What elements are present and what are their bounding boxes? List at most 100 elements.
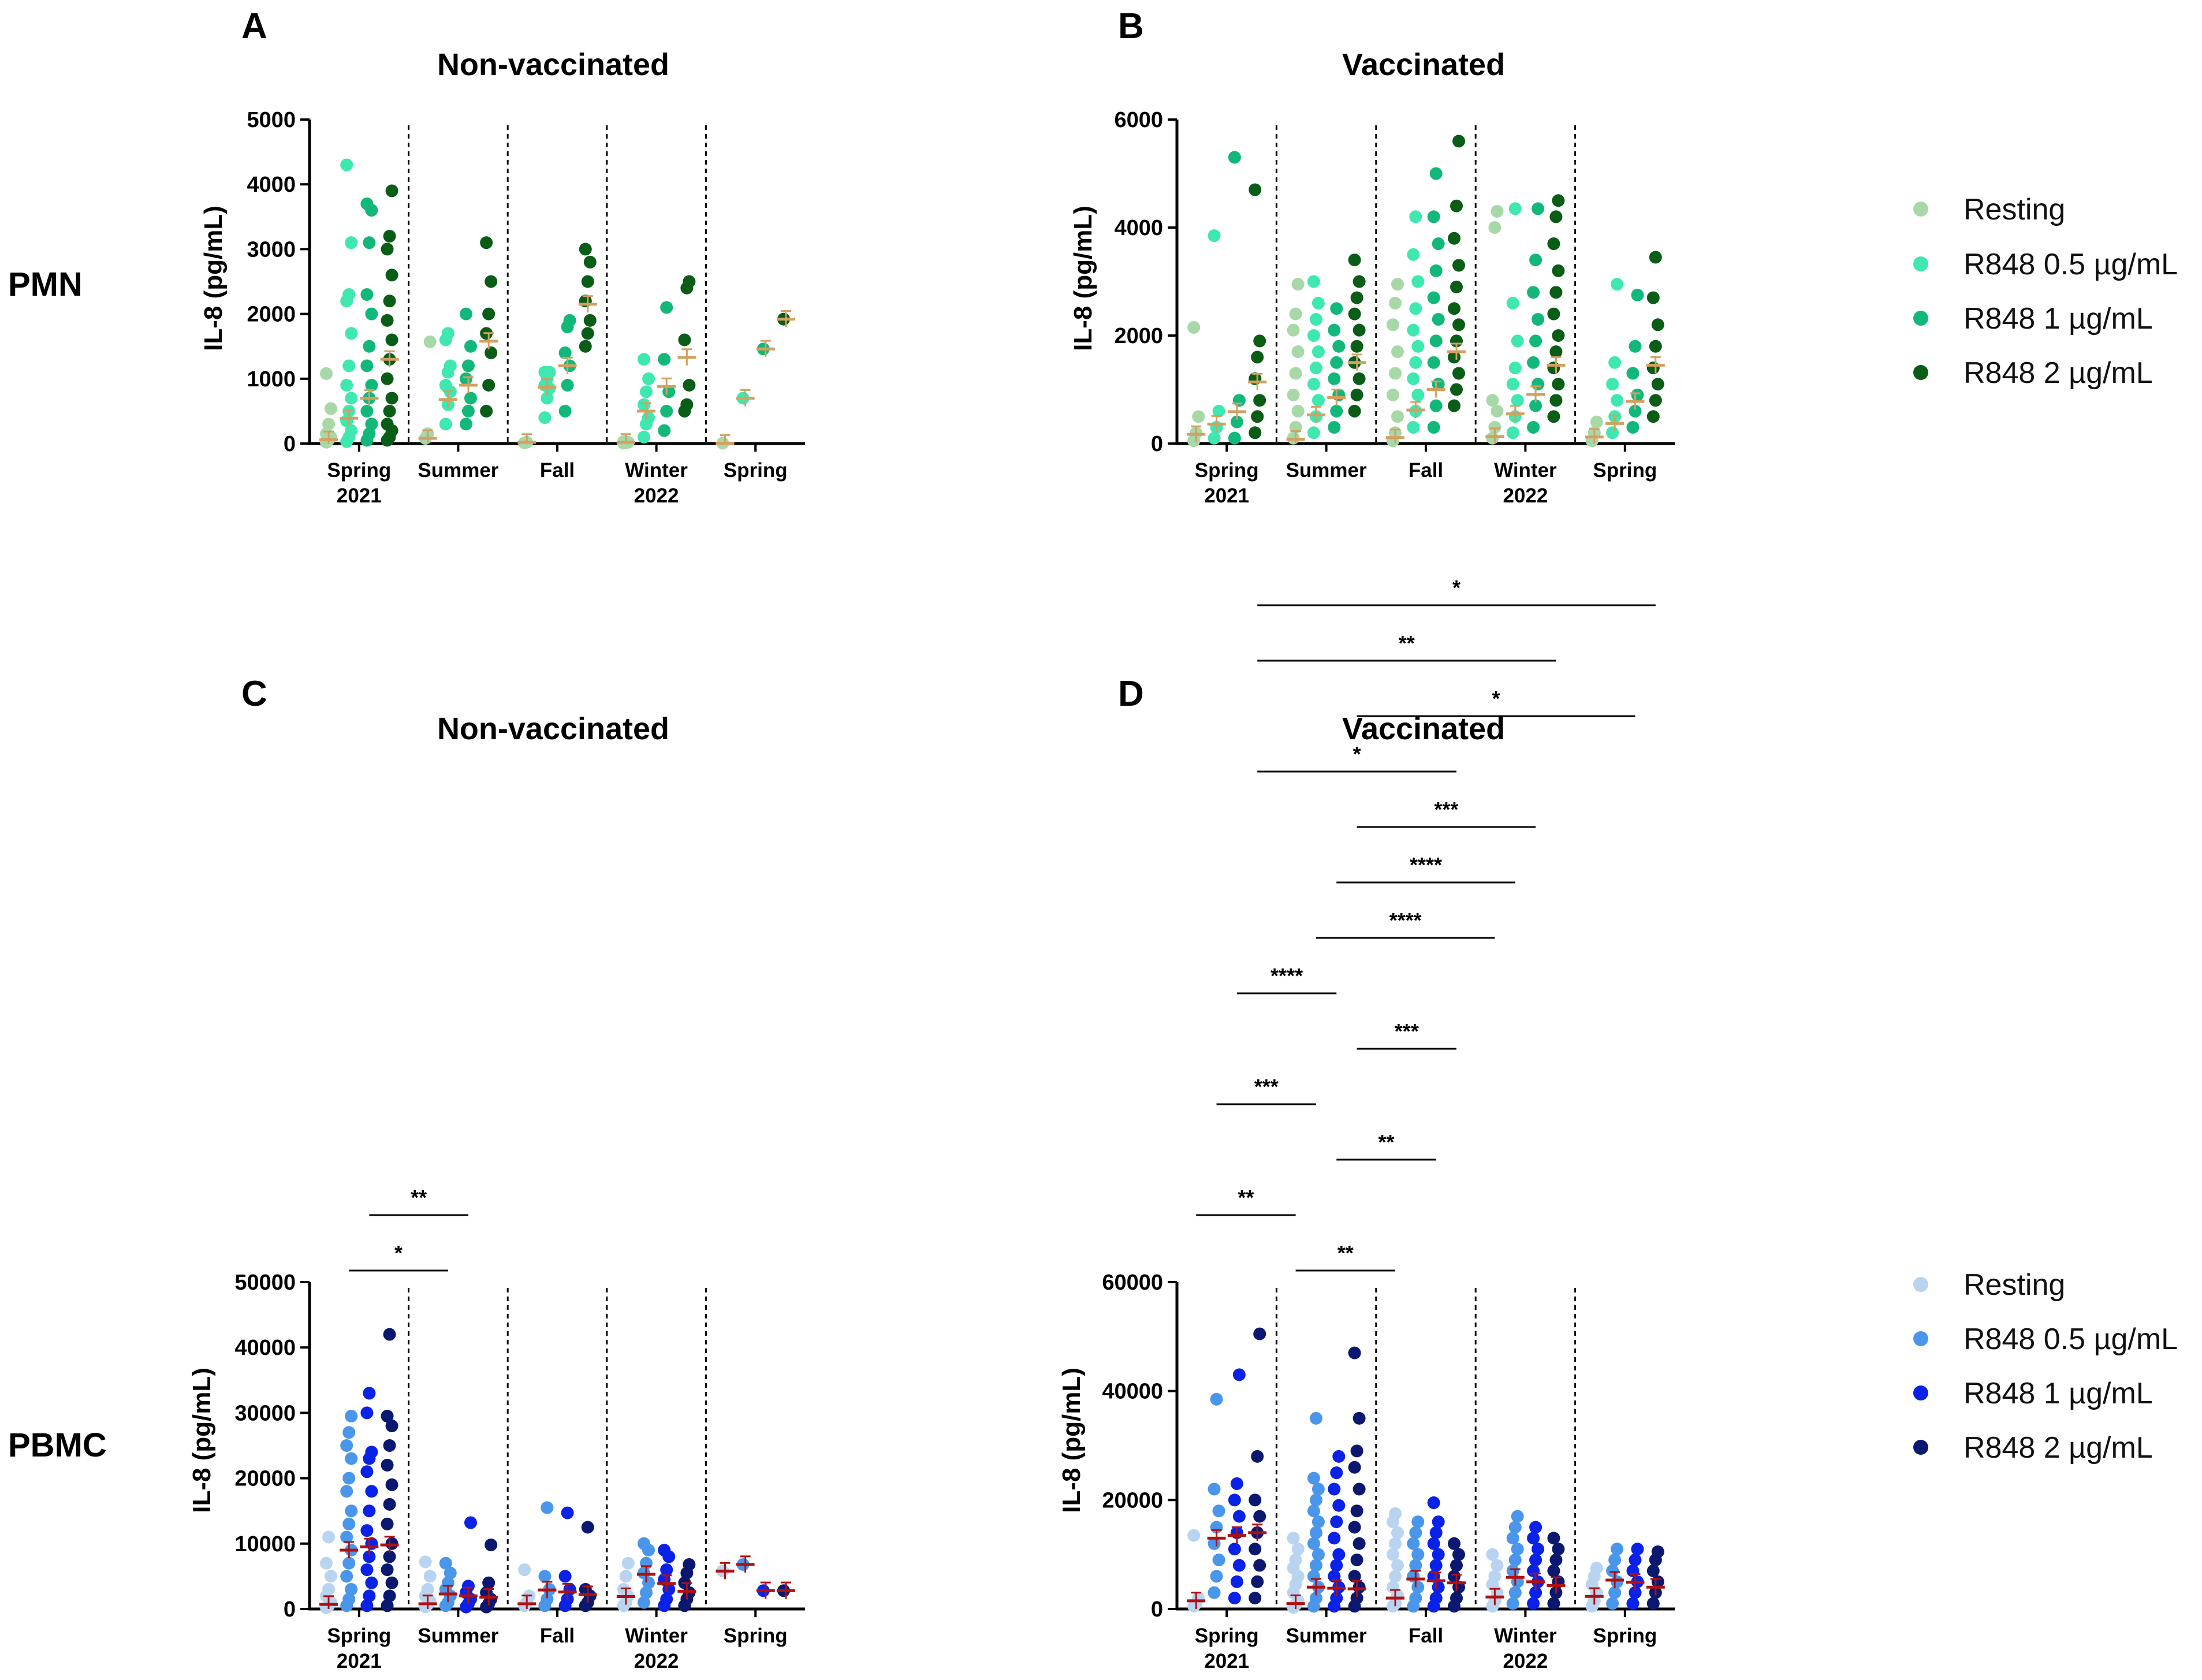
- data-point-a: [365, 307, 378, 321]
- data-point-a: [638, 353, 651, 366]
- y-tick-label-c: 50000: [234, 1271, 296, 1295]
- data-point-a: [340, 379, 353, 392]
- data-point-d: [1506, 1532, 1519, 1545]
- data-point-a: [385, 392, 398, 405]
- data-point-b: [1391, 410, 1404, 423]
- data-point-a: [360, 359, 374, 372]
- data-point-b: [1307, 378, 1320, 391]
- data-point-d: [1230, 1575, 1243, 1588]
- significance-label-d: ****: [1410, 853, 1442, 877]
- data-point-b: [1307, 426, 1320, 439]
- data-point-d: [1386, 1548, 1399, 1561]
- data-point-a: [680, 398, 694, 411]
- data-point-b: [1527, 420, 1540, 434]
- data-point-d: [1432, 1581, 1445, 1594]
- data-point-d: [1311, 1548, 1325, 1561]
- data-point-a: [480, 404, 493, 418]
- data-point-d: [1210, 1570, 1223, 1583]
- data-point-b: [1452, 367, 1466, 380]
- data-point-c: [320, 1556, 333, 1570]
- data-point-b: [1311, 296, 1325, 310]
- data-point-a: [439, 379, 452, 392]
- data-point-d: [1332, 1499, 1346, 1512]
- significance-label-d: ***: [1395, 1019, 1419, 1043]
- data-point-b: [1411, 275, 1425, 288]
- data-point-b: [1309, 312, 1322, 326]
- data-point-c: [423, 1570, 437, 1583]
- data-point-a: [365, 418, 378, 431]
- data-point-b: [1547, 410, 1560, 423]
- panel-title-b: Vaccinated: [1342, 47, 1505, 82]
- data-point-c: [538, 1570, 552, 1583]
- data-point-c: [383, 1498, 396, 1511]
- data-point-d: [1547, 1532, 1560, 1545]
- data-point-b: [1427, 420, 1440, 434]
- data-point-b: [1646, 291, 1660, 304]
- data-point-b: [1527, 356, 1540, 369]
- data-point-b: [1388, 296, 1402, 310]
- data-point-d: [1249, 1543, 1262, 1556]
- row-label-pmn: PMN: [8, 266, 83, 303]
- y-axis-label-a: IL-8 (pg/mL): [199, 206, 228, 351]
- data-point-a: [583, 255, 597, 269]
- data-point-d: [1309, 1411, 1322, 1425]
- data-point-d: [1629, 1554, 1642, 1567]
- data-point-d: [1291, 1543, 1305, 1556]
- y-tick-label-c: 30000: [234, 1401, 296, 1425]
- plot-c: 0 10000 20000 30000 40000 50000 Spring 2021 Summ…: [234, 1186, 805, 1672]
- data-point-b: [1506, 378, 1519, 391]
- data-point-b: [1448, 302, 1461, 315]
- data-point-c: [383, 1589, 396, 1603]
- data-point-d: [1409, 1526, 1422, 1539]
- y-tick-label-b: 4000: [1114, 216, 1163, 240]
- x-tick-label-b: 2022: [1503, 485, 1548, 507]
- data-point-a: [381, 372, 394, 385]
- data-point-b: [1508, 202, 1522, 215]
- data-point-c: [421, 1583, 434, 1596]
- data-point-d: [1450, 1559, 1463, 1572]
- data-point-d: [1311, 1515, 1325, 1529]
- legend-pmn-marker-r848-1: [1913, 311, 1928, 326]
- data-point-b: [1529, 334, 1542, 348]
- data-point-d: [1251, 1575, 1264, 1588]
- data-point-d: [1448, 1570, 1461, 1583]
- data-point-d: [1210, 1392, 1223, 1406]
- data-point-b: [1230, 415, 1243, 429]
- data-point-b: [1253, 394, 1266, 407]
- data-point-d: [1330, 1559, 1343, 1572]
- data-point-d: [1212, 1554, 1225, 1567]
- x-tick-label-d: 2021: [1204, 1650, 1249, 1672]
- data-point-b: [1287, 388, 1300, 401]
- data-point-c: [558, 1570, 572, 1583]
- data-point-d: [1212, 1504, 1225, 1518]
- data-point-c: [342, 1426, 356, 1439]
- data-point-d: [1411, 1515, 1425, 1529]
- data-point-b: [1291, 345, 1305, 359]
- data-point-d: [1332, 1548, 1346, 1561]
- data-point-d: [1407, 1570, 1420, 1583]
- data-point-b: [1427, 210, 1440, 223]
- data-point-d: [1332, 1450, 1346, 1463]
- data-point-b: [1350, 340, 1363, 353]
- data-point-b: [1332, 340, 1346, 353]
- significance-label-d: *: [1353, 742, 1361, 766]
- data-point-d: [1529, 1586, 1542, 1599]
- significance-label-c: *: [394, 1241, 403, 1265]
- data-point-a: [325, 402, 338, 415]
- data-point-c: [363, 1550, 376, 1563]
- data-point-d: [1547, 1564, 1560, 1577]
- x-tick-label-a: Spring: [327, 459, 391, 482]
- data-point-d: [1307, 1472, 1320, 1485]
- data-point-c: [461, 1580, 475, 1593]
- legend-pmn-marker-r848-05: [1913, 256, 1928, 271]
- data-point-c: [340, 1485, 353, 1498]
- x-tick-label-b: Spring: [1195, 459, 1259, 482]
- data-point-a: [658, 424, 671, 437]
- data-point-b: [1429, 334, 1443, 348]
- data-point-b: [1547, 307, 1560, 321]
- data-point-c: [638, 1596, 651, 1609]
- data-point-c: [541, 1593, 554, 1606]
- data-point-b: [1330, 302, 1343, 315]
- data-point-a: [538, 366, 552, 379]
- data-point-a: [464, 392, 477, 405]
